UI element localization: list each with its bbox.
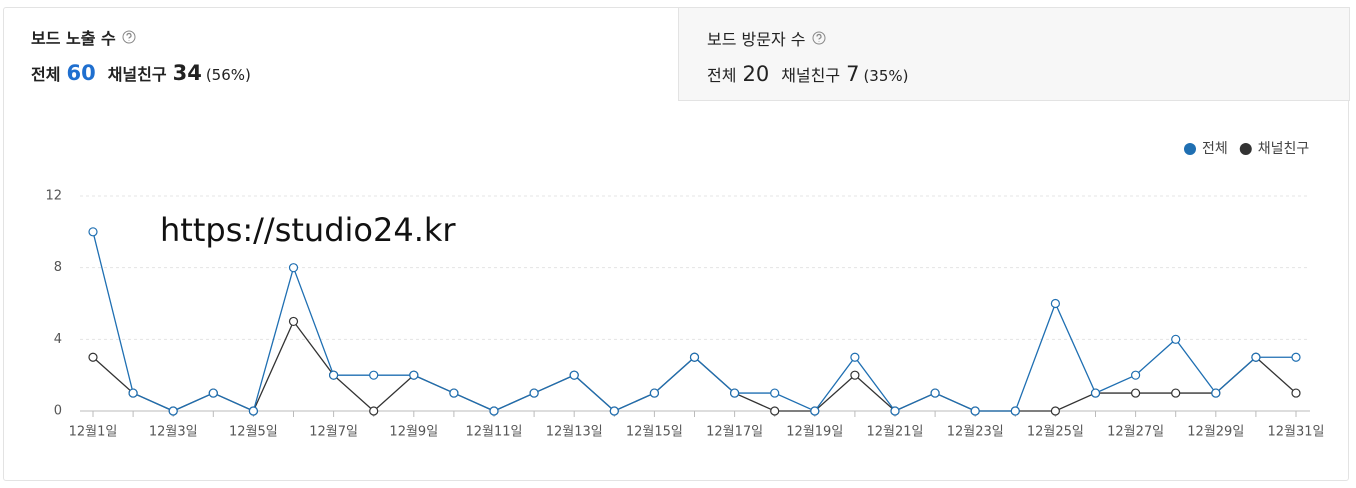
legend-label: 전체: [1202, 141, 1228, 157]
y-tick-label: 12: [45, 189, 62, 204]
friends-label: 채널친구: [107, 65, 167, 84]
x-tick-label: 12월7일: [309, 425, 358, 440]
point: [930, 388, 940, 398]
total-value: 60: [66, 61, 96, 85]
point: [529, 388, 539, 398]
x-tick-label: 12월27일: [1107, 425, 1164, 440]
point: [890, 406, 900, 416]
point: [850, 370, 860, 380]
ratio: (35%): [863, 67, 909, 85]
y-tick-label: 0: [54, 404, 62, 419]
point: [1211, 388, 1221, 398]
point: [729, 388, 740, 398]
tab-title: 보드 노출 수: [31, 29, 116, 48]
point: [128, 388, 138, 398]
point: [770, 406, 780, 416]
x-tick-label: 12월17일: [706, 425, 763, 440]
point: [970, 406, 980, 416]
friends-value: 7: [846, 62, 860, 86]
x-tick-label: 12월11일: [465, 425, 522, 440]
point: [1050, 406, 1061, 416]
x-tick-label: 12월21일: [866, 425, 923, 440]
point: [810, 406, 820, 416]
legend-label: 채널친구: [1258, 141, 1310, 157]
point: [1171, 388, 1181, 398]
point: [1090, 388, 1101, 398]
x-tick-label: 12월25일: [1027, 425, 1084, 440]
x-tick-label: 12월19일: [786, 425, 843, 440]
point: [770, 388, 780, 398]
total-label: 전체: [707, 66, 737, 85]
point: [1251, 352, 1261, 362]
point: [208, 388, 218, 398]
point: [369, 370, 379, 380]
x-tick-label: 12월13일: [546, 425, 603, 440]
point: [168, 406, 178, 416]
legend-dot: [1239, 143, 1252, 155]
x-tick-label: 12월15일: [626, 425, 683, 440]
tab-title: 보드 방문자 수: [707, 30, 806, 49]
point: [288, 316, 299, 327]
point: [329, 370, 339, 380]
point: [689, 352, 700, 362]
x-tick-label: 12월23일: [947, 425, 1004, 440]
point: [1291, 388, 1301, 398]
point: [649, 388, 660, 398]
point: [1050, 298, 1061, 309]
series-line: [92, 231, 1296, 412]
point: [1130, 370, 1141, 380]
point: [1171, 334, 1181, 344]
friends-label: 채널친구: [781, 66, 841, 85]
help-icon[interactable]: [812, 31, 826, 45]
card: [3, 7, 1349, 481]
point: [609, 406, 619, 416]
point: [88, 227, 98, 237]
y-tick-label: 4: [54, 332, 62, 347]
tab[interactable]: 보드 노출 수 전체 60 채널친구 34 (56%): [3, 7, 678, 101]
point: [569, 370, 579, 380]
x-tick-label: 12월1일: [69, 425, 118, 440]
x-tick-label: 12월3일: [149, 425, 198, 440]
x-tick-label: 12월9일: [389, 425, 438, 440]
total-label: 전체: [31, 65, 61, 84]
tab[interactable]: 보드 방문자 수 전체 20 채널친구 7 (35%): [678, 7, 1350, 101]
point: [409, 370, 419, 380]
legend-dot: [1184, 143, 1196, 155]
point: [1010, 406, 1020, 416]
x-tick-label: 12월29일: [1187, 425, 1244, 440]
point: [850, 352, 860, 362]
series-line: [92, 320, 1297, 412]
total-value: 20: [742, 62, 770, 86]
y-tick-label: 8: [54, 260, 62, 275]
point: [449, 388, 459, 398]
help-icon[interactable]: [122, 30, 136, 44]
point: [248, 406, 258, 416]
watermark: https://studio24.kr: [160, 211, 456, 249]
point: [288, 263, 299, 273]
point: [1130, 388, 1141, 398]
friends-value: 34: [172, 61, 202, 85]
point: [88, 352, 98, 362]
point: [489, 406, 499, 416]
point: [369, 406, 379, 416]
x-tick-label: 12월5일: [229, 425, 278, 440]
point: [1291, 352, 1301, 362]
x-tick-label: 12월31일: [1267, 425, 1324, 440]
ratio: (56%): [205, 66, 251, 84]
